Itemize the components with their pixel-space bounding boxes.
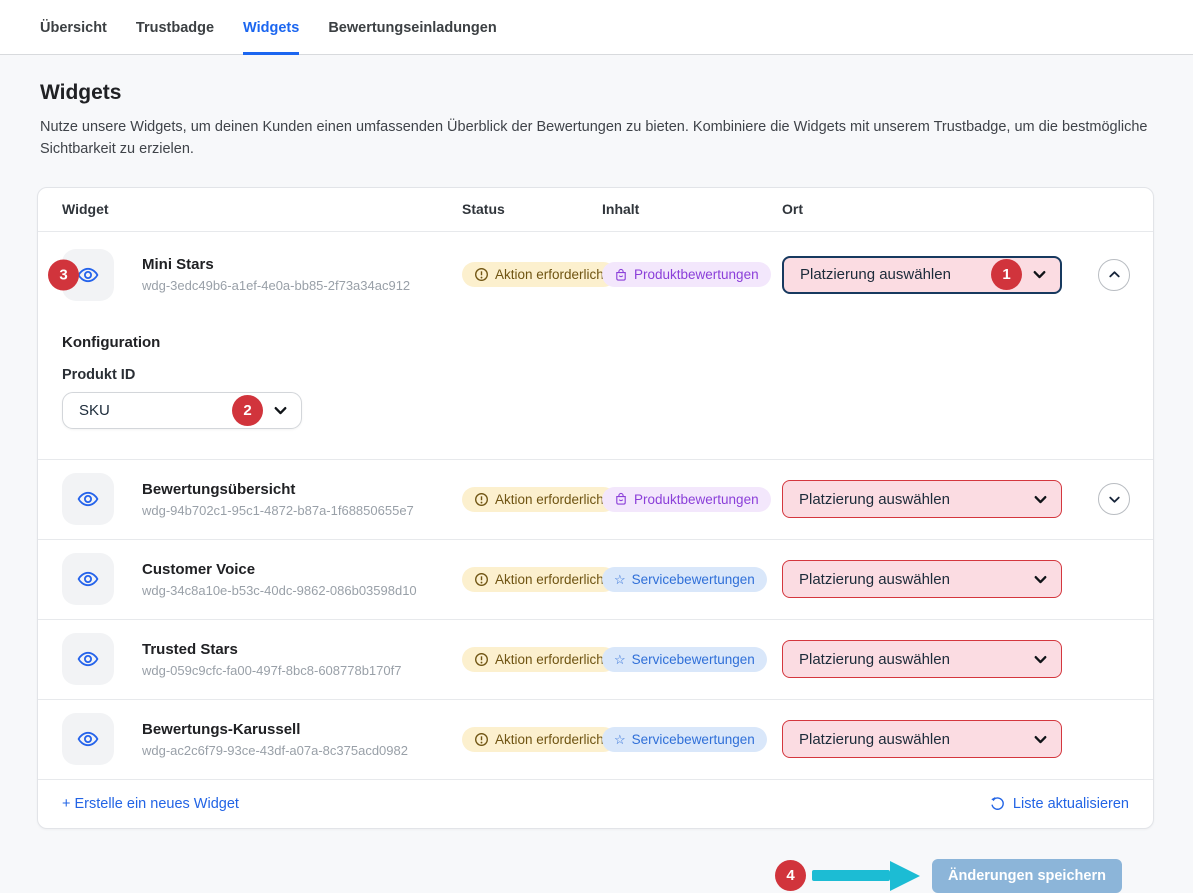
table-footer: + Erstelle ein neues Widget Liste aktual… [38, 780, 1153, 828]
chevron-down-icon [1032, 571, 1049, 588]
eye-icon [77, 491, 99, 507]
star-icon: ☆ [614, 731, 626, 747]
status-badge: Aktion erforderlich [462, 486, 616, 512]
chevron-up-icon [1108, 271, 1120, 278]
preview-eye-button[interactable] [62, 633, 114, 685]
chevron-down-icon [1032, 651, 1049, 668]
star-icon: ☆ [614, 571, 626, 587]
widgets-table-card: Widget Status Inhalt Ort 3 Mini Stars wd… [37, 186, 1154, 829]
eye-icon [77, 731, 99, 747]
chevron-down-icon [1108, 496, 1120, 503]
preview-eye-button[interactable] [62, 553, 114, 605]
column-header-widget: Widget [62, 201, 109, 217]
widget-name: Customer Voice [142, 560, 256, 578]
chevron-down-icon [1032, 491, 1049, 508]
create-widget-link[interactable]: + Erstelle ein neues Widget [62, 795, 239, 812]
main-content: Widgets Nutze unsere Widgets, um deinen … [0, 55, 1193, 893]
page-description: Nutze unsere Widgets, um deinen Kunden e… [40, 119, 1148, 157]
column-header-ort: Ort [782, 201, 803, 217]
status-badge: Aktion erforderlich [462, 566, 616, 592]
tab-uebersicht[interactable]: Übersicht [40, 20, 107, 36]
alert-info-icon [475, 572, 488, 586]
widget-name: Trusted Stars [142, 640, 238, 658]
content-badge-service: ☆ Servicebewertungen [602, 566, 767, 592]
tab-bewertungseinladungen[interactable]: Bewertungseinladungen [328, 20, 497, 36]
chevron-down-icon [1031, 266, 1048, 283]
annotation-marker-3: 3 [48, 259, 79, 290]
widget-name: Bewertungsübersicht [142, 480, 296, 498]
tab-trustbadge[interactable]: Trustbadge [135, 20, 215, 36]
save-changes-button[interactable]: Änderungen speichern [932, 858, 1122, 893]
page-title: Widgets [40, 81, 122, 104]
shopping-bag-icon [616, 492, 626, 505]
placement-select[interactable]: Platzierung auswählen [782, 560, 1062, 598]
collapse-row-button[interactable] [1098, 258, 1130, 291]
top-navigation: Übersicht Trustbadge Widgets Bewertungse… [0, 0, 1193, 55]
widget-name: Mini Stars [142, 256, 214, 273]
alert-info-icon [475, 732, 488, 746]
chevron-down-icon [1032, 731, 1049, 748]
star-icon: ☆ [614, 651, 626, 667]
content-badge-service: ☆ Servicebewertungen [602, 726, 767, 752]
chevron-down-icon [272, 402, 289, 419]
widget-id: wdg-34c8a10e-b53c-40dc-9862-086b03598d10 [142, 582, 417, 598]
widget-row-trusted-stars: Trusted Stars wdg-059c9cfc-fa00-497f-8bc… [38, 620, 1153, 700]
product-id-label: Produkt ID [62, 366, 136, 383]
alert-info-icon [475, 268, 488, 281]
preview-eye-button[interactable] [62, 713, 114, 765]
eye-icon [77, 571, 99, 587]
widget-row-bewertungs-karussell: Bewertungs-Karussell wdg-ac2c6f79-93ce-4… [38, 700, 1153, 780]
product-id-select[interactable]: SKU 2 [62, 391, 302, 429]
status-badge: Aktion erforderlich [462, 726, 616, 752]
eye-icon [77, 267, 99, 282]
annotation-marker-4: 4 [775, 860, 806, 891]
placement-select[interactable]: Platzierung auswählen [782, 640, 1062, 678]
configuration-title: Konfiguration [62, 333, 161, 351]
tab-widgets[interactable]: Widgets [243, 20, 300, 55]
widget-name: Bewertungs-Karussell [142, 720, 301, 738]
widget-id: wdg-94b702c1-95c1-4872-b87a-1f68850655e7 [142, 502, 414, 518]
status-badge: Aktion erforderlich [462, 262, 616, 287]
refresh-list-link[interactable]: Liste aktualisieren [990, 796, 1129, 812]
widget-id: wdg-059c9cfc-fa00-497f-8bc8-608778b170f7 [142, 662, 402, 678]
shopping-bag-icon [616, 268, 626, 281]
pointer-arrow-icon [812, 860, 920, 891]
refresh-icon [991, 797, 1004, 810]
widget-id: wdg-ac2c6f79-93ce-43df-a07a-8c375acd0982 [142, 742, 408, 758]
content-badge-service: ☆ Servicebewertungen [602, 646, 767, 672]
widget-row-customer-voice: Customer Voice wdg-34c8a10e-b53c-40dc-98… [38, 540, 1153, 620]
column-header-inhalt: Inhalt [602, 201, 640, 217]
preview-eye-button[interactable] [62, 473, 114, 525]
alert-info-icon [475, 492, 488, 506]
placement-select[interactable]: Platzierung auswählen [782, 480, 1062, 518]
widget-row-mini-stars: 3 Mini Stars wdg-3edc49b6-a1ef-4e0a-bb85… [38, 232, 1153, 460]
content-badge-product: Produktbewertungen [602, 262, 771, 287]
placement-select[interactable]: Platzierung auswählen [782, 720, 1062, 758]
column-header-status: Status [462, 201, 505, 217]
widget-row-bewertungsuebersicht: Bewertungsübersicht wdg-94b702c1-95c1-48… [38, 460, 1153, 540]
expand-row-button[interactable] [1098, 483, 1130, 515]
status-badge: Aktion erforderlich [462, 646, 616, 672]
widget-id: wdg-3edc49b6-a1ef-4e0a-bb85-2f73a34ac912 [142, 278, 411, 293]
table-header-row: Widget Status Inhalt Ort [38, 188, 1153, 232]
placement-select[interactable]: Platzierung auswählen 1 [782, 255, 1062, 294]
annotation-marker-1: 1 [991, 259, 1022, 290]
eye-icon [77, 651, 99, 667]
alert-info-icon [475, 652, 488, 666]
widget-configuration-section: Konfiguration Produkt ID SKU 2 [38, 318, 1153, 459]
annotation-marker-2: 2 [232, 394, 263, 426]
save-area: 4 Änderungen speichern [40, 858, 1157, 893]
content-badge-product: Produktbewertungen [602, 486, 771, 512]
